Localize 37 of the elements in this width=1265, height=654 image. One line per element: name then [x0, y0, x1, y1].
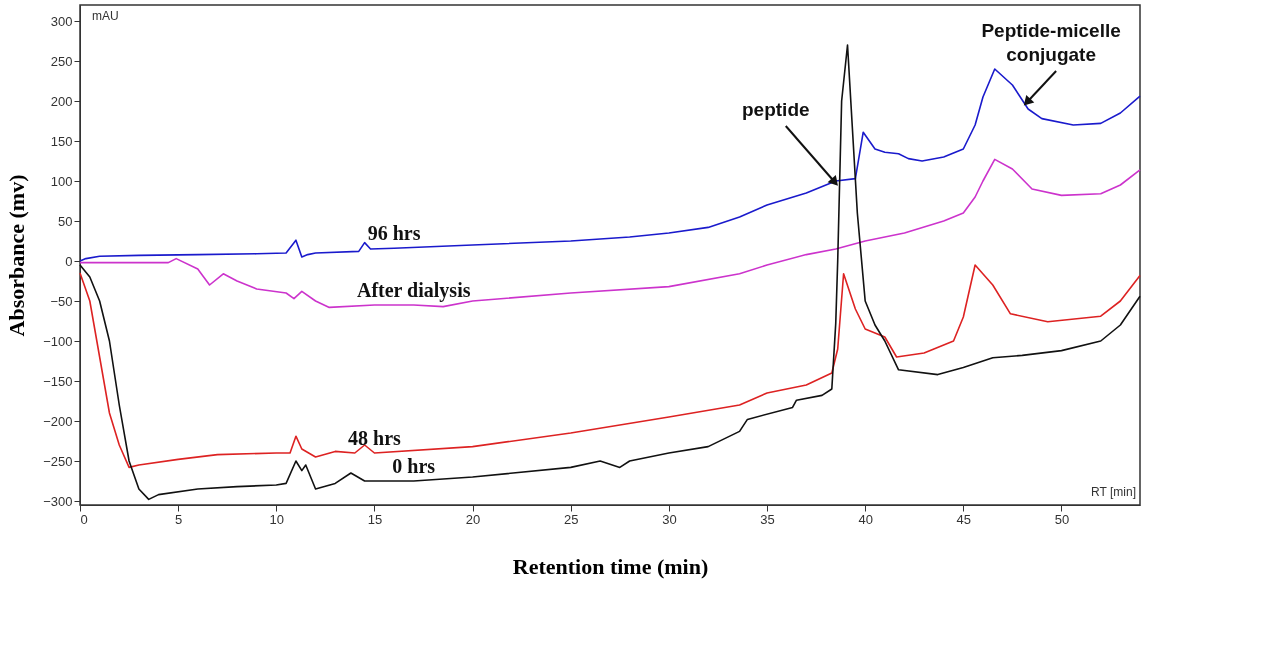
y-tick-label: −50: [50, 293, 73, 309]
annotation: mAU: [92, 9, 119, 23]
x-tick-label: 10: [269, 511, 285, 527]
y-tick-label: 150: [50, 133, 73, 149]
x-tick-label: 35: [760, 511, 775, 527]
y-axis-title: Absorbance (mv): [4, 174, 30, 337]
line-series: [79, 158, 1141, 309]
series-label: 96 hrs: [367, 222, 421, 245]
y-tick-label: −250: [43, 453, 73, 469]
y-tick-label: 0: [65, 253, 73, 269]
x-tick-label: 20: [465, 511, 481, 527]
series-label: After dialysis: [356, 279, 471, 302]
annotation: peptide: [742, 99, 810, 120]
line-series: [79, 44, 1141, 501]
y-tick-label: −300: [43, 493, 73, 509]
series-label: 0 hrs: [392, 455, 436, 477]
x-tick-label: 15: [367, 511, 383, 527]
y-tick-label: −200: [43, 413, 73, 429]
x-tick-label: 45: [956, 511, 972, 527]
x-tick-label: 40: [858, 511, 873, 527]
annotation: Peptide-micelle conjugate: [981, 20, 1121, 65]
x-axis-title: Retention time (min): [512, 553, 709, 579]
y-tick-label: 200: [50, 93, 73, 109]
y-tick-label: −150: [43, 373, 73, 389]
y-tick-label: 300: [50, 13, 73, 29]
y-tick-label: −100: [43, 333, 73, 349]
line-series: [79, 68, 1141, 262]
x-tick-label: 50: [1054, 511, 1070, 527]
y-tick-label: 100: [50, 173, 73, 189]
x-tick-label: 25: [564, 511, 579, 527]
x-tick-label: 5: [175, 511, 183, 527]
annotation: RT [min]: [1091, 485, 1136, 499]
x-tick-label: 30: [662, 511, 677, 527]
x-tick-label: 0: [80, 511, 88, 527]
y-tick-label: 250: [50, 53, 73, 69]
series-label: 48 hrs: [348, 427, 402, 449]
y-tick-label: 50: [58, 213, 73, 229]
